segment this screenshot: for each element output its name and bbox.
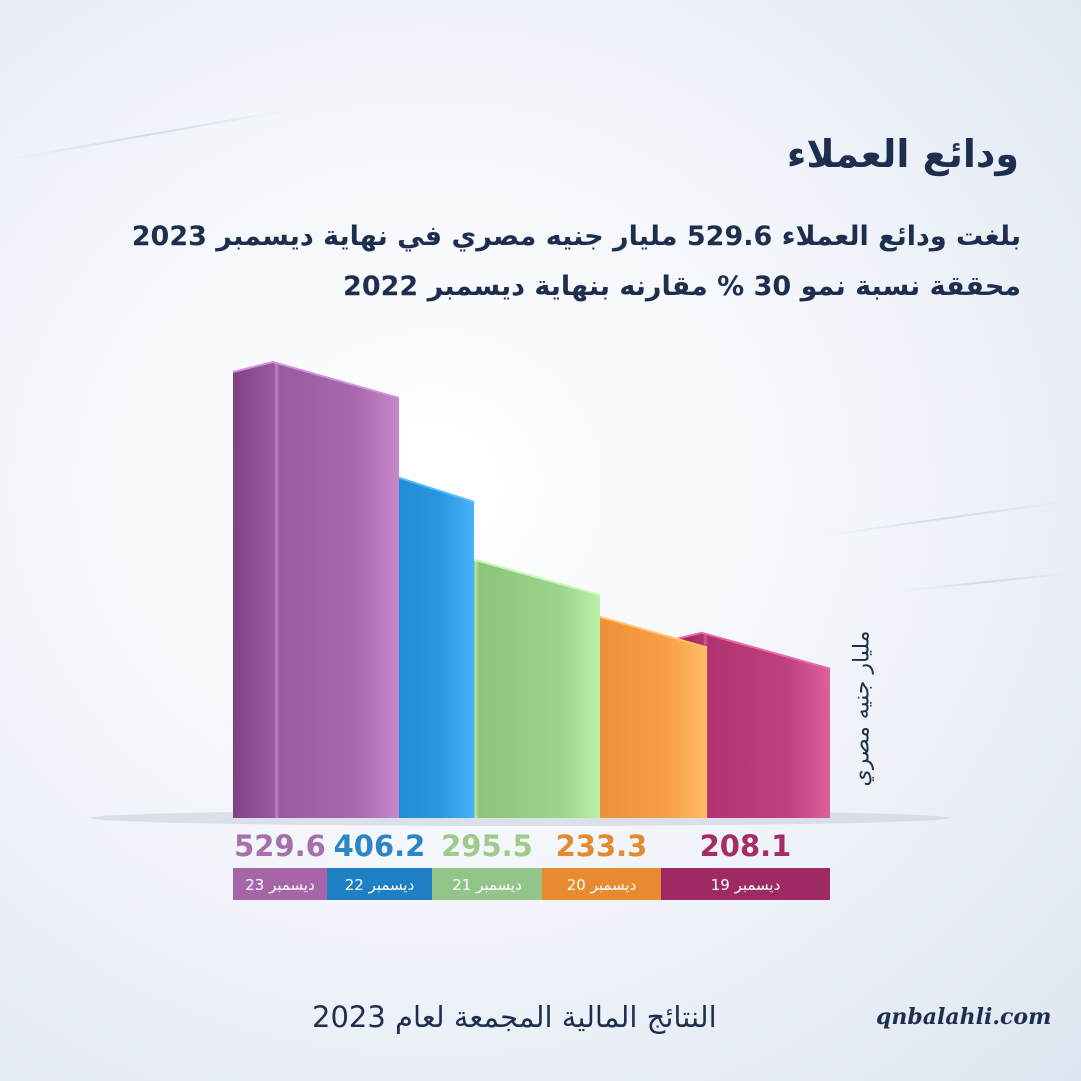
category-box-2 [327, 868, 432, 900]
bar-top-edge-1 [232, 360, 400, 399]
category-label-5: ديسمبر 19 [711, 876, 781, 894]
category-box-4 [542, 868, 661, 900]
category-label-3: ديسمبر 21 [452, 876, 522, 894]
value-label-5: 208.1 [700, 829, 792, 863]
footer-caption: النتائج المالية المجمعة لعام 2023 [312, 1000, 717, 1034]
category-label-1: ديسمبر 23 [245, 876, 315, 894]
subtitle-line-2: محققة نسبة نمو 30 % مقارنه بنهاية ديسمبر… [343, 271, 1021, 302]
subtitle: بلغت ودائع العملاء 529.6 مليار جنيه مصري… [61, 212, 1021, 312]
category-label-4: ديسمبر 20 [567, 876, 637, 894]
value-label-4: 233.3 [556, 829, 648, 863]
subtitle-line-1: بلغت ودائع العملاء 529.6 مليار جنيه مصري… [131, 221, 1021, 252]
website-link[interactable]: qnbalahli.com [876, 1004, 1052, 1030]
y-axis-unit-text: مليار جنيه مصري [849, 630, 875, 787]
category-label-2: ديسمبر 22 [345, 876, 415, 894]
value-label-1: 529.6 [234, 829, 326, 863]
value-label-2: 406.2 [334, 829, 426, 863]
category-box-5 [661, 868, 830, 900]
category-box-1 [233, 868, 327, 900]
bar-1 [233, 362, 399, 818]
category-box-3 [432, 868, 542, 900]
value-label-3: 295.5 [441, 829, 533, 863]
page-title: ودائع العملاء [786, 132, 1019, 176]
